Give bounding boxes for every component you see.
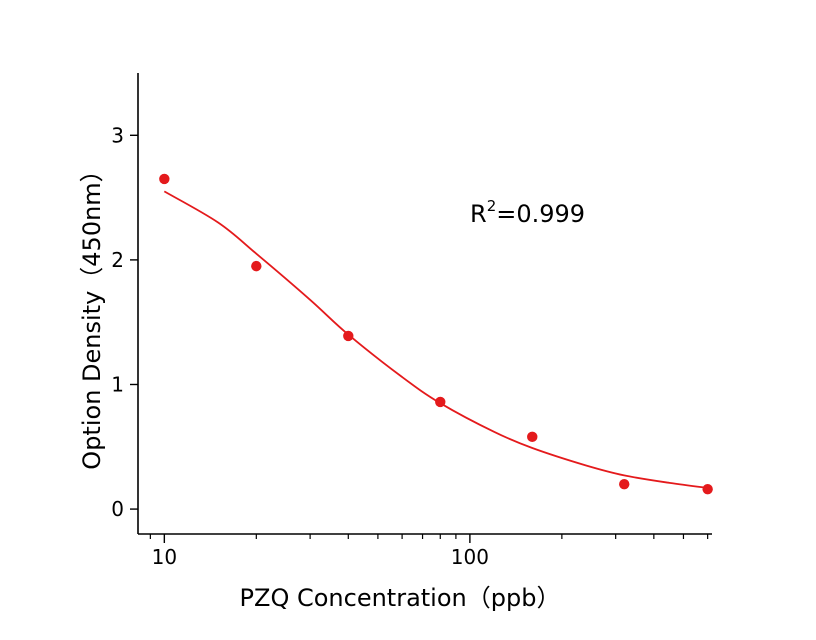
y-tick-label-0: 0 [111, 497, 124, 521]
y-tick-label-1: 1 [111, 372, 124, 396]
r-squared-value: =0.999 [496, 200, 585, 228]
fit-curve-group [163, 190, 708, 489]
r-squared-annotation: R2=0.999 [470, 197, 585, 228]
data-point-3 [343, 330, 354, 342]
data-point-7 [702, 483, 713, 495]
data-point-2 [251, 260, 262, 272]
data-point-6 [619, 478, 630, 490]
data-point-1 [159, 173, 170, 185]
data-points [159, 173, 713, 495]
r-squared-superscript: 2 [487, 197, 497, 215]
x-tick-label-100: 100 [451, 545, 489, 569]
y-axis-title: Option Density（450nm） [78, 158, 106, 469]
y-ticks: 0 1 2 3 [111, 123, 138, 521]
fit-curve [163, 190, 708, 489]
x-axis-title: PZQ Concentration（ppb） [240, 584, 561, 612]
y-tick-label-3: 3 [111, 123, 124, 147]
y-tick-label-2: 2 [111, 248, 124, 272]
x-tick-label-10: 10 [152, 545, 177, 569]
data-point-5 [527, 431, 538, 443]
axes [137, 73, 712, 535]
r-squared-base: R [470, 200, 487, 228]
x-ticks: 10 100 [149, 534, 709, 569]
data-point-4 [435, 396, 446, 408]
